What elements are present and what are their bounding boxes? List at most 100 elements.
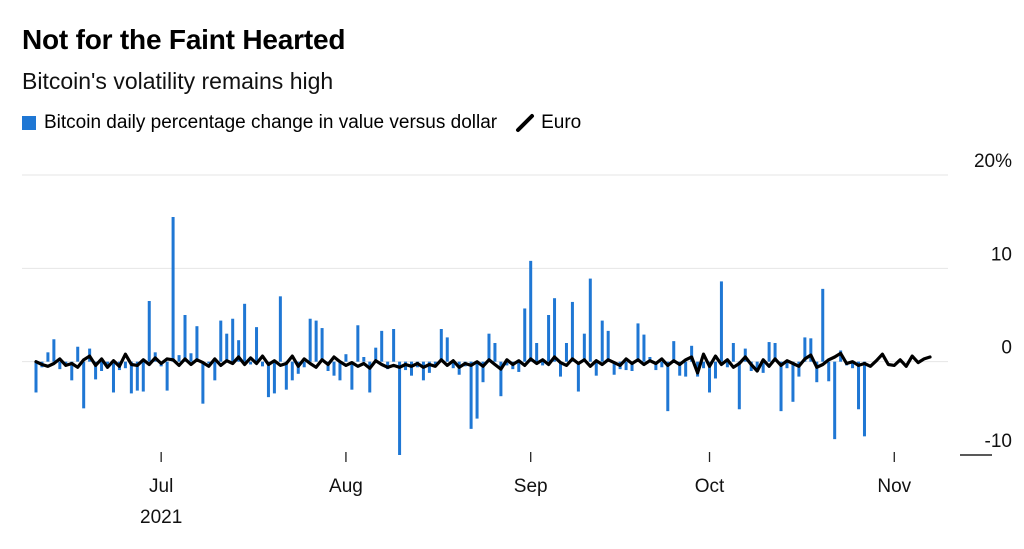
bitcoin-bar xyxy=(582,333,586,362)
x-tick-label: Sep xyxy=(514,476,548,497)
bitcoin-bar xyxy=(362,357,366,362)
legend: Bitcoin daily percentage change in value… xyxy=(22,112,599,134)
bitcoin-bar xyxy=(278,296,282,362)
bitcoin-bar xyxy=(207,361,211,364)
bitcoin-bar xyxy=(487,333,491,362)
bitcoin-bar xyxy=(135,361,139,391)
chart-title: Not for the Faint Hearted xyxy=(22,24,346,55)
y-tick-label: 0 xyxy=(1001,338,1012,359)
bitcoin-bar xyxy=(541,361,545,366)
bitcoin-bar xyxy=(225,333,229,362)
bitcoin-bar xyxy=(815,361,819,383)
y-tick-label: -10 xyxy=(985,431,1012,452)
bitcoin-bar xyxy=(702,361,706,369)
line-layer xyxy=(34,351,932,375)
bitcoin-bar xyxy=(606,330,610,362)
bitcoin-bar xyxy=(588,278,592,362)
bitcoin-bar xyxy=(708,361,712,393)
bitcoin-bar xyxy=(46,352,50,362)
bitcoin-bar xyxy=(564,343,568,362)
legend-swatch-euro xyxy=(516,114,535,132)
bitcoin-bar xyxy=(94,361,98,380)
bitcoin-bar xyxy=(654,361,658,371)
bitcoin-bar xyxy=(219,320,223,362)
y-tick-label: 20% xyxy=(974,151,1012,172)
bitcoin-bar xyxy=(767,342,771,362)
bitcoin-bar xyxy=(547,315,551,362)
bitcoin-bar xyxy=(266,361,270,398)
bitcoin-bar xyxy=(451,361,455,369)
bitcoin-bar xyxy=(678,361,682,376)
bitcoin-bar xyxy=(517,361,521,372)
bitcoin-bar xyxy=(439,329,443,362)
x-tick-label: Nov xyxy=(877,476,911,497)
bitcoin-bar xyxy=(171,217,175,362)
bitcoin-bar xyxy=(559,361,562,377)
bitcoin-bar xyxy=(797,361,801,377)
bitcoin-bar xyxy=(672,341,676,362)
bitcoin-bar xyxy=(427,361,431,373)
bitcoin-bar xyxy=(636,323,640,362)
bitcoin-bar xyxy=(189,353,193,362)
legend-item-euro: Euro xyxy=(515,112,581,134)
bitcoin-bar xyxy=(505,361,509,366)
bitcoin-bar xyxy=(743,348,747,362)
bitcoin-bar xyxy=(368,361,372,393)
bitcoin-bar xyxy=(290,361,294,381)
bitcoin-bar xyxy=(284,361,288,390)
x-tick-sublabel: 2021 xyxy=(140,507,182,528)
bitcoin-bar xyxy=(719,281,723,362)
bitcoin-bar xyxy=(76,346,80,362)
bitcoin-bar xyxy=(70,361,74,381)
bitcoin-bar xyxy=(421,361,425,381)
bitcoin-bar xyxy=(857,361,861,410)
bitcoin-bar xyxy=(600,320,604,362)
bitcoin-bar xyxy=(398,361,402,455)
bitcoin-bar xyxy=(761,361,765,373)
bitcoin-bar xyxy=(58,361,62,370)
bitcoin-bar xyxy=(350,361,354,390)
bitcoin-bar xyxy=(344,354,348,362)
bitcoin-bar xyxy=(481,361,485,383)
bitcoin-bar xyxy=(642,334,646,362)
bitcoin-bar xyxy=(34,361,38,393)
bitcoin-bar xyxy=(666,361,670,412)
bitcoin-bar xyxy=(338,361,342,381)
bitcoin-bar xyxy=(737,361,741,410)
bitcoin-bar xyxy=(833,361,837,440)
bitcoin-bar xyxy=(111,361,115,393)
bitcoin-bar xyxy=(791,361,795,402)
bitcoin-bar xyxy=(237,340,241,362)
bitcoin-bar xyxy=(499,361,503,397)
bitcoin-bar xyxy=(332,361,336,376)
bitcoin-bar xyxy=(713,361,717,379)
bitcoin-bar xyxy=(129,361,133,394)
legend-label-euro: Euro xyxy=(541,112,582,133)
bitcoin-bar xyxy=(374,347,378,362)
bitcoin-bar xyxy=(326,361,330,371)
bitcoin-bar xyxy=(851,361,855,369)
legend-label-bitcoin: Bitcoin daily percentage change in value… xyxy=(44,112,498,133)
y-tick-label: 10 xyxy=(991,244,1012,265)
bitcoin-bar xyxy=(308,318,312,362)
bitcoin-bar xyxy=(862,361,866,437)
legend-item-bitcoin: Bitcoin daily percentage change in value… xyxy=(22,112,497,134)
bitcoin-bar xyxy=(469,361,473,429)
bitcoin-bar xyxy=(821,288,825,362)
bitcoin-bar xyxy=(260,361,264,367)
bitcoin-bar xyxy=(177,355,181,362)
bitcoin-bar xyxy=(320,328,324,362)
x-tick-label: Aug xyxy=(329,476,363,497)
bitcoin-bar xyxy=(779,361,783,412)
bitcoin-bar xyxy=(475,361,479,419)
bitcoin-bar xyxy=(356,325,360,362)
bitcoin-bar xyxy=(612,361,616,375)
bitcoin-bar xyxy=(231,318,235,362)
bitcoin-bar xyxy=(314,320,318,362)
bitcoin-bar xyxy=(827,361,831,382)
bitcoin-bar xyxy=(690,345,694,362)
bitcoin-bar xyxy=(52,339,56,362)
bitcoin-bar xyxy=(493,343,497,362)
bitcoin-bar xyxy=(147,301,151,362)
